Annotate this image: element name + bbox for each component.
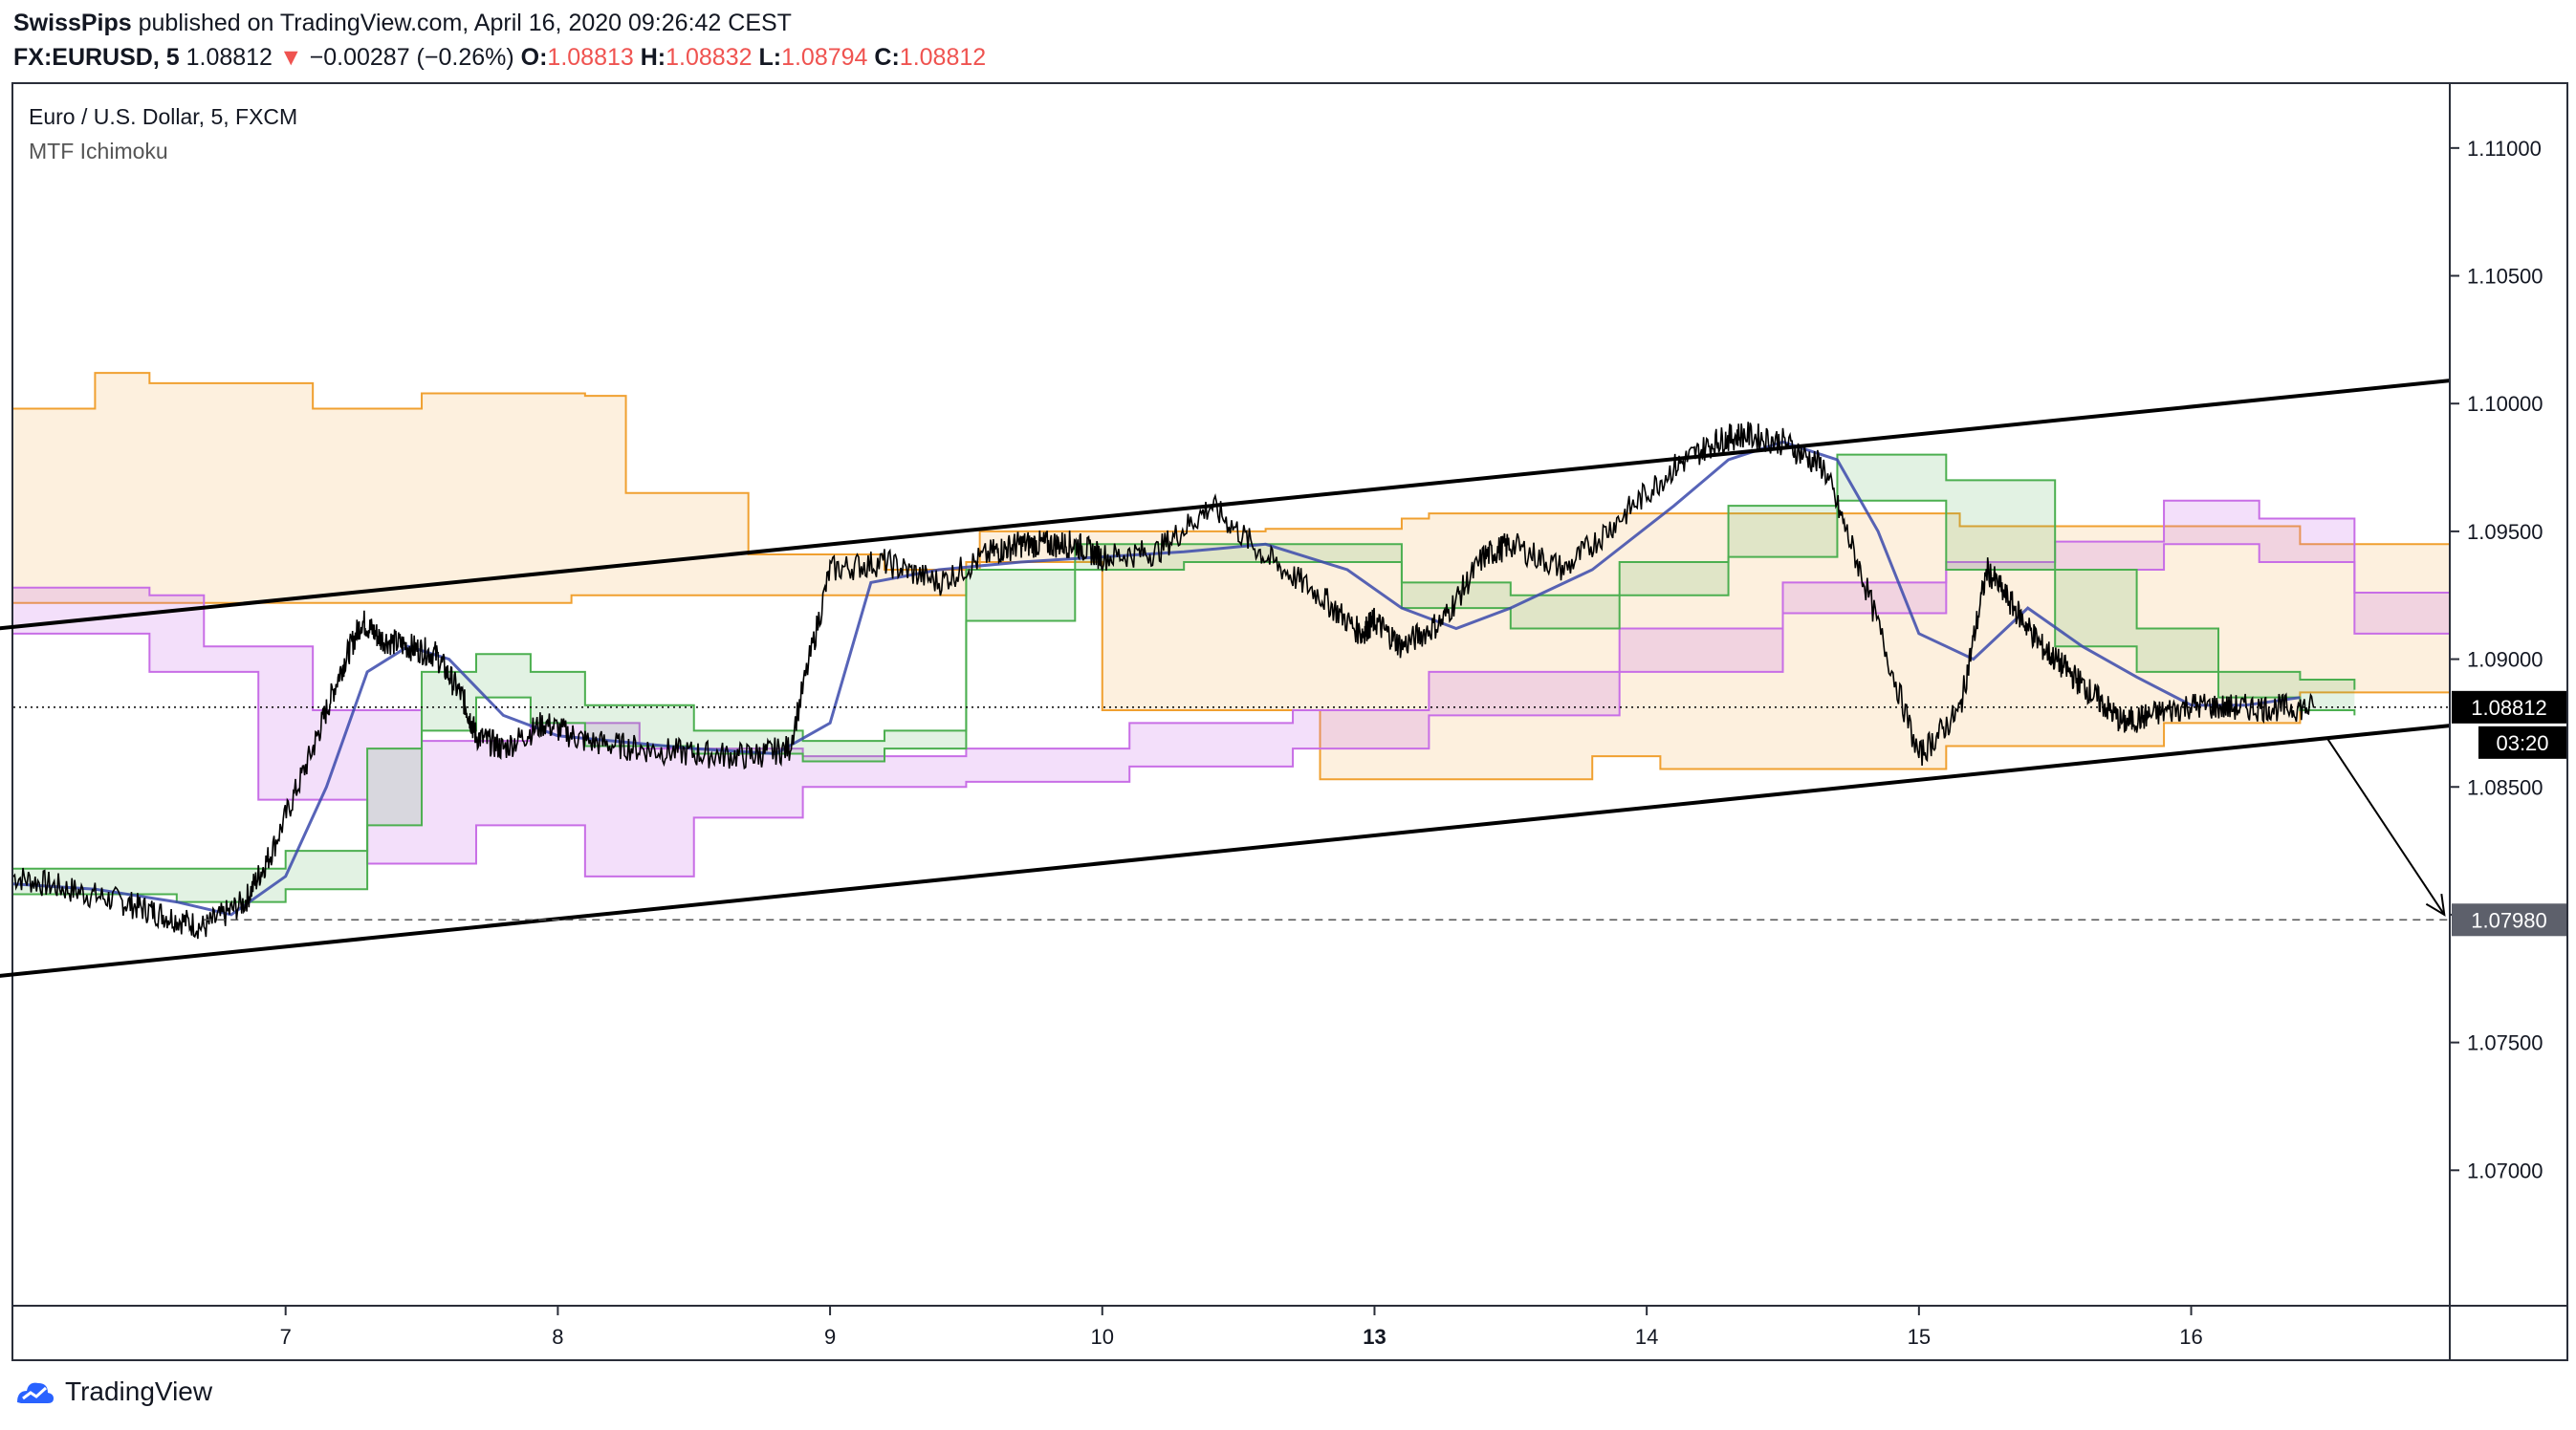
y-tick-label: 1.09000 — [2467, 648, 2543, 672]
low-value: 1.08794 — [781, 44, 868, 71]
target-price-badge — [2452, 903, 2566, 937]
price-series-group — [12, 422, 2315, 940]
current-price-badge — [2452, 690, 2566, 724]
countdown-label: 03:20 — [2496, 731, 2548, 755]
indicator-name: MTF Ichimoku — [29, 139, 168, 163]
low-label: L: — [758, 44, 782, 71]
last-price: 1.08812 — [186, 44, 273, 71]
x-tick-label: 14 — [1635, 1325, 1658, 1349]
close-value: 1.08812 — [899, 44, 987, 71]
annotations — [0, 379, 2451, 978]
brand-name: TradingView — [65, 1376, 213, 1406]
author-name[interactable]: SwissPips — [13, 10, 132, 36]
cloud-orange-lower-edge — [13, 560, 2450, 781]
current-price-label: 1.08812 — [2471, 696, 2547, 720]
high-label: H: — [640, 44, 666, 71]
cloud-purple-fill — [13, 500, 2450, 877]
countdown-badge — [2478, 726, 2566, 759]
cloud-purple-upper-edge — [13, 499, 2451, 758]
y-tick-label: 1.07000 — [2467, 1159, 2543, 1182]
publish-info: published on TradingView.com, April 16, … — [138, 10, 792, 36]
down-arrow-icon: ▼ — [278, 44, 303, 71]
x-tick-label: 7 — [280, 1325, 292, 1349]
channel-upper-line — [0, 379, 2451, 631]
cloud-green-fill — [13, 454, 2355, 902]
x-tick-label: 15 — [1908, 1325, 1931, 1349]
axes: 1.11000 1.10500 1.10000 1.09500 1.09000 1.085… — [13, 84, 2566, 1359]
target-price-label: 1.07980 — [2471, 908, 2547, 932]
high-value: 1.08832 — [666, 44, 753, 71]
symbol-label: FX:EURUSD, 5 — [13, 44, 180, 71]
cloud-green-lower-edge — [13, 499, 2356, 903]
instrument-title: Euro / U.S. Dollar, 5, FXCM — [29, 104, 298, 129]
header-line-1: SwissPips published on TradingView.com, … — [13, 6, 986, 40]
y-tick-label: 1.08500 — [2467, 775, 2543, 799]
x-tick-label: 8 — [552, 1325, 563, 1349]
fast-line — [12, 440, 2301, 917]
x-tick-label: 10 — [1091, 1325, 1114, 1349]
open-label: O: — [520, 44, 548, 71]
y-tick-label: 1.10500 — [2467, 265, 2543, 289]
x-tick-label: 13 — [1363, 1325, 1386, 1349]
chart-frame[interactable] — [11, 82, 2568, 1361]
target-arrow-head-icon — [2425, 894, 2446, 917]
price-line — [12, 422, 2315, 940]
x-tick-label: 16 — [2179, 1325, 2202, 1349]
open-value: 1.08813 — [547, 44, 634, 71]
cloud-orange-fill — [13, 373, 2450, 780]
close-label: C: — [874, 44, 900, 71]
y-tick-label: 1.10000 — [2467, 392, 2543, 416]
target-arrow-line — [2326, 737, 2446, 916]
indicator-lines — [12, 440, 2301, 917]
y-tick-label: 1.07500 — [2467, 1031, 2543, 1055]
header-line-2: FX:EURUSD, 5 1.08812 ▼ −0.00287 (−0.26%)… — [13, 40, 986, 75]
y-tick-label: 1.11000 — [2467, 137, 2542, 161]
footer-brand[interactable]: TradingView — [13, 1376, 212, 1407]
channel-lower-line — [0, 724, 2451, 978]
ichimoku-clouds — [13, 372, 2451, 903]
chart-header: SwissPips published on TradingView.com, … — [13, 6, 986, 75]
cloud-green-upper-edge — [13, 453, 2356, 870]
tradingview-logo-icon — [17, 1382, 54, 1403]
price-change: −0.00287 (−0.26%) — [309, 44, 514, 71]
cloud-orange-upper-edge — [13, 372, 2450, 571]
y-tick-label: 1.09500 — [2467, 520, 2543, 544]
chart-legend: Euro / U.S. Dollar, 5, FXCM MTF Ichimoku — [29, 99, 297, 168]
x-tick-label: 9 — [824, 1325, 836, 1349]
